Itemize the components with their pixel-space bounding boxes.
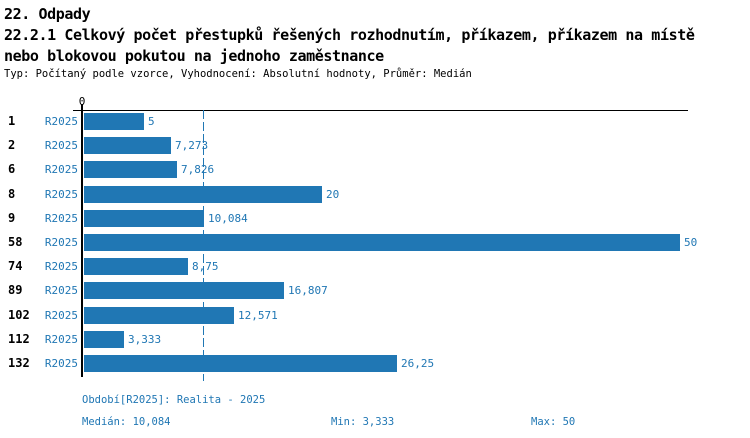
bar [84, 186, 322, 203]
bar [84, 307, 234, 324]
chart-subtitle: Typ: Počítaný podle vzorce, Vyhodnocení:… [4, 68, 472, 80]
max-stat-label: Max: 50 [531, 416, 576, 428]
bar-value-label: 5 [148, 115, 155, 128]
section-heading: 22. Odpady [4, 5, 91, 23]
bar [84, 331, 124, 348]
min-stat-label: Min: 3,333 [331, 416, 395, 428]
median-stat-label: Medián: 10,084 [82, 416, 171, 428]
bar-value-label: 12,571 [238, 309, 278, 322]
y-axis-line [81, 104, 83, 377]
bar-value-label: 7,273 [175, 139, 209, 152]
row-series-label: R2025 [44, 260, 78, 273]
bar [84, 210, 204, 227]
row-series-label: R2025 [44, 333, 78, 346]
period-label: Období[R2025]: Realita - 2025 [82, 394, 266, 406]
row-series-label: R2025 [44, 236, 78, 249]
bar-value-label: 7,826 [181, 163, 215, 176]
bar [84, 161, 177, 178]
bar-value-label: 16,807 [288, 284, 328, 297]
bar [84, 137, 171, 154]
row-category-label: 74 [8, 259, 23, 273]
row-category-label: 89 [8, 283, 23, 297]
row-category-label: 132 [8, 356, 30, 370]
bar-value-label: 10,084 [208, 212, 248, 225]
row-series-label: R2025 [44, 284, 78, 297]
x-axis-zero-tick-label: 0 [78, 95, 86, 108]
x-axis-line [73, 110, 688, 111]
row-series-label: R2025 [44, 163, 78, 176]
bar [84, 282, 284, 299]
bar-value-label: 20 [326, 188, 340, 201]
row-series-label: R2025 [44, 212, 78, 225]
row-category-label: 6 [8, 162, 16, 176]
row-category-label: 9 [8, 211, 16, 225]
row-series-label: R2025 [44, 309, 78, 322]
bar-value-label: 50 [684, 236, 698, 249]
row-category-label: 2 [8, 138, 16, 152]
bar [84, 234, 680, 251]
row-category-label: 8 [8, 187, 16, 201]
bar [84, 113, 144, 130]
row-category-label: 1 [8, 114, 16, 128]
row-series-label: R2025 [44, 357, 78, 370]
row-series-label: R2025 [44, 188, 78, 201]
bar [84, 258, 188, 275]
chart-title-line1: 22.2.1 Celkový počet přestupků řešených … [4, 26, 695, 44]
bar-value-label: 26,25 [401, 357, 435, 370]
row-category-label: 112 [8, 332, 30, 346]
row-series-label: R2025 [44, 115, 78, 128]
bar-value-label: 3,333 [128, 333, 162, 346]
bar [84, 355, 397, 372]
row-category-label: 102 [8, 308, 30, 322]
row-category-label: 58 [8, 235, 23, 249]
bar-value-label: 8,75 [192, 260, 219, 273]
row-series-label: R2025 [44, 139, 78, 152]
chart-title-line2: nebo blokovou pokutou na jednoho zaměstn… [4, 47, 384, 65]
